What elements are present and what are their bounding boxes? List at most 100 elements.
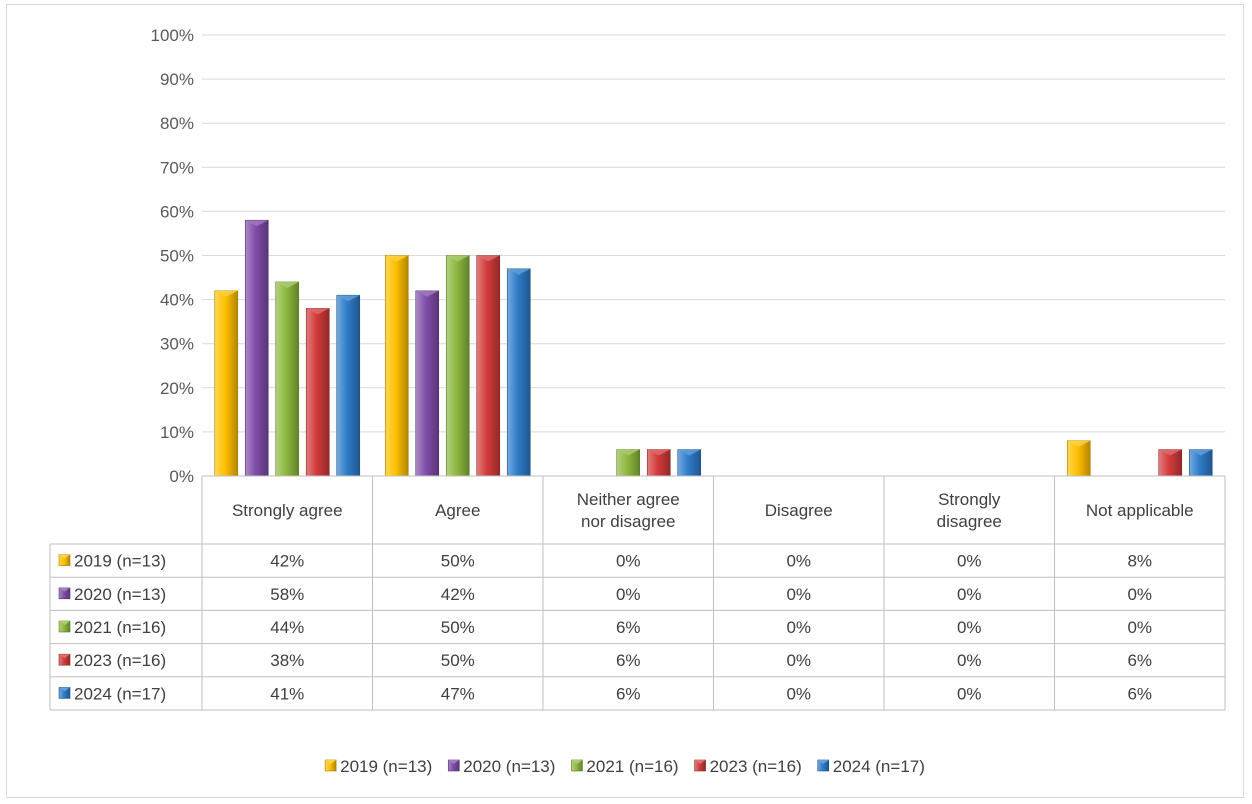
legend-key [58,587,71,600]
legend-key [571,759,583,772]
series-row-label: 2024 (n=17) [74,684,166,703]
table-cell-value: 6% [616,651,641,670]
legend-label: 2024 (n=17) [833,757,925,776]
legend-label: 2019 (n=13) [340,757,432,776]
table-cell-value: 0% [786,651,811,670]
bar-rect [275,281,300,477]
bar-cap [476,255,500,262]
bar-rect [214,290,239,477]
legend-key-cap [448,760,460,764]
bar [646,449,671,477]
table-cell-value: 0% [957,585,982,604]
y-tick-label: 0% [169,467,194,486]
bar [445,255,470,477]
table-cell-value: 44% [270,618,304,637]
series-row-label: 2023 (n=16) [74,651,166,670]
bar-cap [306,308,330,315]
table-cell-value: 50% [441,651,475,670]
table-cell-value: 42% [441,585,475,604]
bar [415,290,440,477]
bar [476,255,501,477]
legend-label: 2021 (n=16) [586,757,678,776]
legend-label: 2023 (n=16) [710,757,802,776]
bar-cap [415,290,439,297]
bar-cap [507,268,531,275]
bar-rect [415,290,440,477]
series-row-label: 2020 (n=13) [74,585,166,604]
category-label: Strongly agree [232,501,343,520]
legend-key-cap [59,587,70,592]
bar [244,219,269,477]
series-row-label: 2019 (n=13) [74,552,166,571]
legend-key [694,759,706,772]
bars [214,219,1213,477]
y-tick-label: 50% [160,247,194,266]
table-cell-value: 0% [786,585,811,604]
y-axis-ticks: 0% 10% 20% 30% 40% 50% 60% 70% 80% 90% 100% [151,26,194,486]
table-cell-value: 42% [270,552,304,571]
category-label: nor disagree [581,512,676,531]
table-cell-value: 6% [616,684,641,703]
legend-key [58,687,71,699]
legend-key [58,554,71,566]
legend-key-cap [59,621,70,625]
bar [506,268,531,477]
legend-item: 2021 (n=16) [571,757,679,776]
bar-cap [616,449,640,456]
y-tick-label: 100% [151,26,194,45]
bar-cap [214,290,238,297]
chart-frame [6,4,1244,798]
category-label: Agree [435,501,480,520]
bar-rect [336,294,361,477]
table-cell-value: 50% [441,552,475,571]
category-label: Neither agree [577,490,680,509]
legend-key [447,759,460,772]
category-label: Not applicable [1086,501,1194,520]
bar [275,281,300,477]
table-cell-value: 41% [270,684,304,703]
legend-key-cap [325,760,337,764]
category-label: disagree [937,512,1002,531]
bar-rect [384,255,409,477]
table-cell-value: 0% [957,651,982,670]
table-cell-value: 6% [1127,684,1152,703]
bar [1158,449,1183,477]
bar [336,294,361,477]
legend-key-cap [59,687,70,692]
bar-rect [305,308,330,477]
table-cell-value: 47% [441,684,475,703]
table-cell-value: 38% [270,651,304,670]
table-cell-value: 0% [786,618,811,637]
series-row-label: 2021 (n=16) [74,618,166,637]
category-label: Strongly [938,490,1001,509]
bar-cap [647,449,671,456]
bar [616,449,641,477]
legend-item: 2020 (n=13) [447,757,555,776]
table-cell-value: 50% [441,618,475,637]
category-label: Disagree [765,501,833,520]
bar-cap [245,220,269,227]
y-tick-label: 10% [160,423,194,442]
table-cell-value: 8% [1127,552,1152,571]
y-tick-label: 70% [160,158,194,177]
bar [1066,440,1091,477]
table-cell-value: 0% [957,552,982,571]
table-cell-value: 0% [957,684,982,703]
table-cell-value: 58% [270,585,304,604]
bar [677,449,702,477]
data-table: Strongly agree Agree Neither agree nor disa… [49,475,1226,711]
legend-key [58,653,71,666]
legend-key-cap [817,760,829,764]
bar [1188,449,1213,477]
bar-cap [275,281,299,288]
bar-rect [445,255,470,477]
legend-item: 2023 (n=16) [694,757,802,776]
table-cell-value: 0% [786,552,811,571]
legend: 2019 (n=13) 2020 (n=13) 2021 (n=16) 2023 (n… [324,757,925,776]
legend-key-cap [694,760,706,764]
table-cell-value: 0% [786,684,811,703]
y-tick-label: 40% [160,291,194,310]
table-cell-value: 0% [1127,585,1152,604]
bar-cap [677,449,701,456]
